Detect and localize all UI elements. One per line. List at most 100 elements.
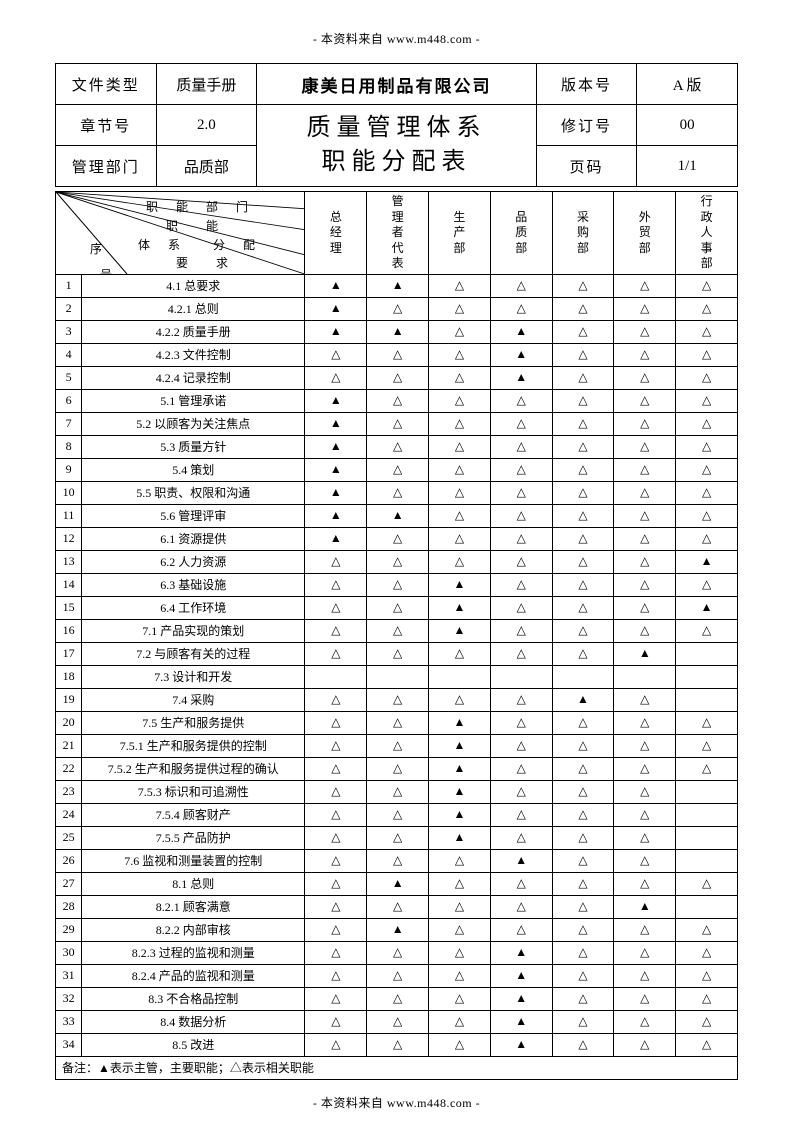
mark-cell: △: [490, 642, 552, 665]
mark-cell: △: [490, 780, 552, 803]
row-requirement: 7.5 生产和服务提供: [82, 711, 305, 734]
mark-cell: △: [490, 711, 552, 734]
page-label: 页码: [536, 146, 637, 187]
mark-cell: ▲: [490, 964, 552, 987]
table-row: 288.2.1 顾客满意△△△△△▲: [56, 895, 738, 918]
row-index: 14: [56, 573, 82, 596]
table-row: 227.5.2 生产和服务提供过程的确认△△▲△△△△: [56, 757, 738, 780]
mark-cell: △: [676, 1010, 738, 1033]
row-index: 30: [56, 941, 82, 964]
mark-cell: △: [676, 1033, 738, 1056]
table-row: 177.2 与顾客有关的过程△△△△△▲: [56, 642, 738, 665]
mark-cell: △: [676, 343, 738, 366]
mark-cell: △: [490, 872, 552, 895]
mark-cell: ▲: [490, 1010, 552, 1033]
mark-cell: △: [367, 780, 429, 803]
diagonal-header: 职 能 部 门 职 能 体 系 分 配 要 求 序 号: [56, 192, 305, 275]
mark-cell: △: [676, 918, 738, 941]
dept-col-0: 总经理: [305, 192, 367, 275]
table-row: 75.2 以顾客为关注焦点▲△△△△△△: [56, 412, 738, 435]
mark-cell: △: [676, 872, 738, 895]
row-index: 16: [56, 619, 82, 642]
meta-table: 文件类型 质量手册 康美日用制品有限公司 版本号 A 版 章节号 2.0 质量管…: [55, 63, 738, 187]
mark-cell: △: [614, 274, 676, 297]
mark-cell: △: [614, 412, 676, 435]
mark-cell: ▲: [305, 435, 367, 458]
mark-cell: △: [552, 1010, 614, 1033]
row-requirement: 5.2 以顾客为关注焦点: [82, 412, 305, 435]
mark-cell: △: [552, 435, 614, 458]
mark-cell: △: [490, 481, 552, 504]
mark-cell: △: [429, 550, 491, 573]
table-row: 328.3 不合格品控制△△△▲△△△: [56, 987, 738, 1010]
mark-cell: ▲: [367, 504, 429, 527]
mark-cell: ▲: [490, 1033, 552, 1056]
mark-cell: △: [552, 918, 614, 941]
mark-cell: △: [305, 849, 367, 872]
mark-cell: △: [552, 366, 614, 389]
mark-cell: △: [305, 688, 367, 711]
row-requirement: 7.5.1 生产和服务提供的控制: [82, 734, 305, 757]
mark-cell: △: [367, 412, 429, 435]
mark-cell: ▲: [490, 343, 552, 366]
mark-cell: △: [676, 619, 738, 642]
table-row: 197.4 采购△△△△▲△: [56, 688, 738, 711]
row-index: 32: [56, 987, 82, 1010]
mark-cell: △: [552, 642, 614, 665]
mark-cell: △: [367, 895, 429, 918]
mark-cell: ▲: [305, 274, 367, 297]
mark-cell: ▲: [367, 918, 429, 941]
mark-cell: △: [429, 849, 491, 872]
mark-cell: △: [429, 274, 491, 297]
mark-cell: △: [552, 343, 614, 366]
mark-cell: △: [552, 711, 614, 734]
mark-cell: △: [429, 895, 491, 918]
mark-cell: △: [367, 849, 429, 872]
mark-cell: △: [614, 826, 676, 849]
table-row: 187.3 设计和开发: [56, 665, 738, 688]
mark-cell: △: [676, 734, 738, 757]
mark-cell: △: [490, 274, 552, 297]
mark-cell: △: [367, 803, 429, 826]
row-requirement: 8.2.2 内部审核: [82, 918, 305, 941]
row-requirement: 7.5.4 顾客财产: [82, 803, 305, 826]
table-row: 338.4 数据分析△△△▲△△△: [56, 1010, 738, 1033]
mark-cell: △: [429, 297, 491, 320]
mark-cell: ▲: [614, 642, 676, 665]
mark-cell: △: [552, 734, 614, 757]
row-index: 28: [56, 895, 82, 918]
mark-cell: △: [429, 458, 491, 481]
mark-cell: △: [614, 780, 676, 803]
mark-cell: △: [490, 412, 552, 435]
mark-cell: ▲: [490, 941, 552, 964]
mark-cell: △: [429, 320, 491, 343]
mark-cell: [676, 803, 738, 826]
mark-cell: △: [614, 320, 676, 343]
dept-label: 管理部门: [56, 146, 157, 187]
table-row: 278.1 总则△▲△△△△△: [56, 872, 738, 895]
dept-col-2: 生产部: [429, 192, 491, 275]
mark-cell: △: [367, 527, 429, 550]
dept-col-3: 品质部: [490, 192, 552, 275]
mark-cell: △: [552, 826, 614, 849]
row-index: 24: [56, 803, 82, 826]
mark-cell: △: [552, 964, 614, 987]
mark-cell: △: [676, 527, 738, 550]
mark-cell: △: [429, 1010, 491, 1033]
mark-cell: △: [429, 527, 491, 550]
mark-cell: [676, 826, 738, 849]
row-requirement: 7.6 监视和测量装置的控制: [82, 849, 305, 872]
mark-cell: △: [305, 780, 367, 803]
mark-cell: ▲: [429, 803, 491, 826]
mark-cell: △: [614, 389, 676, 412]
mark-cell: △: [305, 895, 367, 918]
mark-cell: △: [552, 849, 614, 872]
mark-cell: △: [552, 803, 614, 826]
diag-top: 职 能 部 门: [146, 198, 251, 215]
row-index: 25: [56, 826, 82, 849]
row-index: 9: [56, 458, 82, 481]
mark-cell: ▲: [429, 734, 491, 757]
header-note: - 本资料来自 www.m448.com -: [55, 30, 738, 47]
mark-cell: △: [552, 1033, 614, 1056]
mark-cell: △: [552, 550, 614, 573]
